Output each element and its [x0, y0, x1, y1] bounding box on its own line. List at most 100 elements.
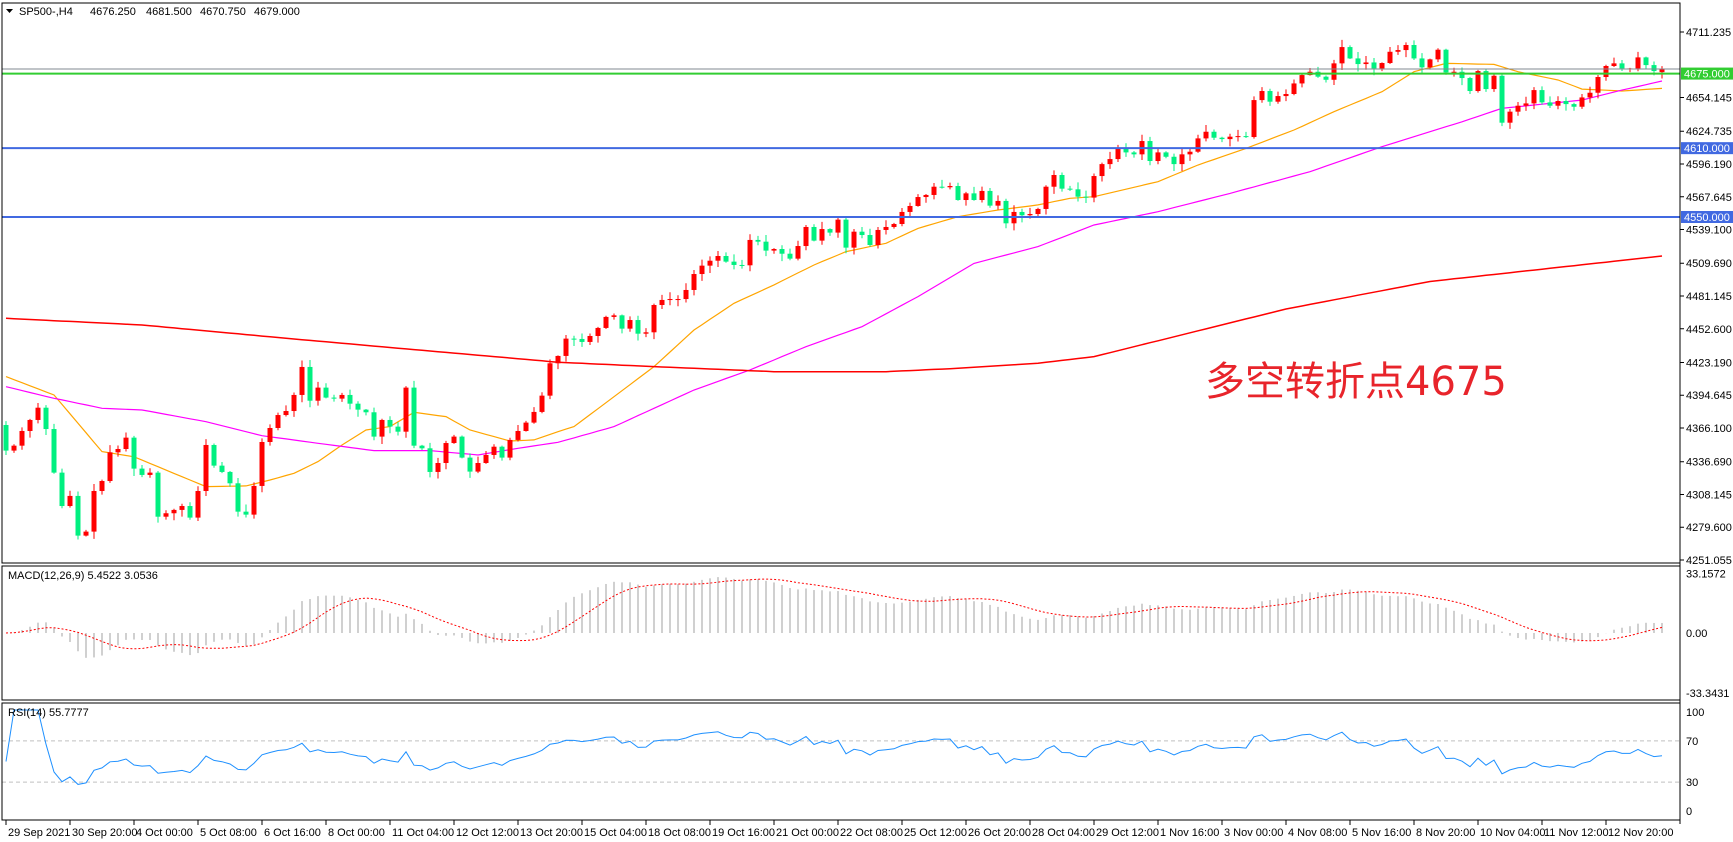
candle — [1635, 51, 1641, 72]
price-tick-label: 4711.235 — [1686, 27, 1731, 39]
candle — [939, 179, 945, 189]
candle-body-bull — [563, 338, 569, 356]
candle-body-bull — [1507, 111, 1513, 123]
candle-body-bull — [1115, 147, 1121, 160]
candle — [1147, 136, 1153, 166]
candle-body-bull — [675, 299, 681, 301]
candle-body-bull — [523, 422, 529, 431]
candle-body-bull — [835, 219, 841, 233]
candle-body-bull — [515, 430, 521, 440]
candle — [459, 435, 465, 459]
candle — [123, 432, 129, 452]
candle-body-bull — [451, 436, 457, 444]
candle-body-bull — [19, 430, 25, 446]
candle-body-bull — [539, 395, 545, 412]
price-pane[interactable] — [2, 39, 1680, 540]
candle — [667, 292, 673, 306]
candle — [1291, 79, 1297, 96]
candle — [1227, 133, 1233, 147]
candle-body-bear — [1075, 189, 1081, 197]
candle-body-bear — [731, 261, 737, 265]
time-tick-label: 11 Nov 12:00 — [1544, 827, 1609, 839]
candle-body-bear — [955, 186, 961, 201]
candle-body-bear — [227, 471, 233, 484]
candle-body-bull — [891, 223, 897, 227]
candle-body-bear — [1411, 45, 1417, 59]
candle — [995, 195, 1001, 210]
candle-body-bull — [747, 239, 753, 266]
candle — [1067, 185, 1073, 192]
macd-signal-line — [5, 578, 1663, 650]
candle — [619, 314, 625, 334]
ohlc-open: 4676.250 — [90, 6, 136, 18]
macd-pane[interactable]: MACD(12,26,9) 5.4522 3.0536 — [5, 570, 1663, 658]
candle-body-bear — [243, 511, 249, 515]
candle — [979, 186, 985, 203]
time-tick-label: 3 Nov 00:00 — [1224, 827, 1283, 839]
candle — [1043, 185, 1049, 215]
candle — [1083, 190, 1089, 204]
candle-body-bull — [1395, 50, 1401, 52]
candle-body-bear — [1131, 152, 1137, 155]
macd-tick-label: -33.3431 — [1686, 688, 1729, 700]
candle — [643, 328, 649, 338]
candle — [1035, 207, 1041, 217]
ohlc-close: 4679.000 — [254, 6, 300, 18]
price-tick-label: 4596.190 — [1686, 159, 1732, 171]
candle-body-bear — [51, 429, 57, 473]
candle-body-bear — [827, 229, 833, 233]
candle-body-bull — [171, 509, 177, 514]
ohlc-high: 4681.500 — [146, 6, 192, 18]
time-tick-label: 5 Oct 08:00 — [200, 827, 257, 839]
candle-body-bull — [259, 441, 265, 486]
candle — [1235, 129, 1241, 142]
candle-body-bull — [443, 443, 449, 463]
candle-body-bull — [11, 445, 17, 451]
candle-body-bear — [1443, 49, 1449, 73]
time-tick-label: 19 Oct 16:00 — [712, 827, 775, 839]
candle-body-bear — [1267, 91, 1273, 102]
candle — [1195, 134, 1201, 153]
candle — [1187, 148, 1193, 161]
candle-body-bear — [1003, 200, 1009, 224]
candle — [315, 381, 321, 406]
candle — [1171, 153, 1177, 172]
candle-body-bear — [1467, 78, 1473, 92]
candle-body-bear — [779, 249, 785, 254]
candle-body-bull — [435, 462, 441, 472]
candle-body-bear — [1483, 71, 1489, 90]
level-price-tag — [1681, 142, 1733, 155]
candle — [411, 380, 417, 449]
candle-body-bull — [99, 481, 105, 491]
candle-body-bear — [395, 426, 401, 432]
candle-body-bear — [1219, 137, 1225, 140]
price-tick-label: 4567.645 — [1686, 192, 1732, 204]
level-price-label: 4610.000 — [1684, 143, 1730, 155]
candle-body-bull — [195, 490, 201, 518]
candle-body-bull — [587, 335, 593, 342]
rsi-pane[interactable]: RSI(14) 55.7777 — [2, 707, 1680, 785]
candle — [1379, 62, 1385, 72]
candle — [731, 254, 737, 270]
candle — [1403, 42, 1409, 58]
candle — [1611, 57, 1617, 68]
candle-body-bull — [283, 411, 289, 416]
candle-body-bear — [739, 264, 745, 266]
candle — [1579, 93, 1585, 109]
candle — [275, 412, 281, 431]
candle — [1091, 173, 1097, 203]
candle-body-bull — [203, 444, 209, 491]
candle-body-bull — [1187, 151, 1193, 155]
candle-body-bear — [867, 235, 873, 245]
candle-body-bull — [1475, 71, 1481, 92]
dropdown-triangle-icon[interactable] — [6, 9, 13, 13]
candle — [187, 502, 193, 520]
candle-body-bear — [1347, 47, 1353, 59]
candle — [539, 392, 545, 414]
candle-body-bull — [1515, 105, 1521, 112]
candle-body-bull — [1035, 208, 1041, 215]
candle — [987, 188, 993, 208]
candle — [1563, 97, 1569, 111]
candle-body-bull — [339, 394, 345, 399]
